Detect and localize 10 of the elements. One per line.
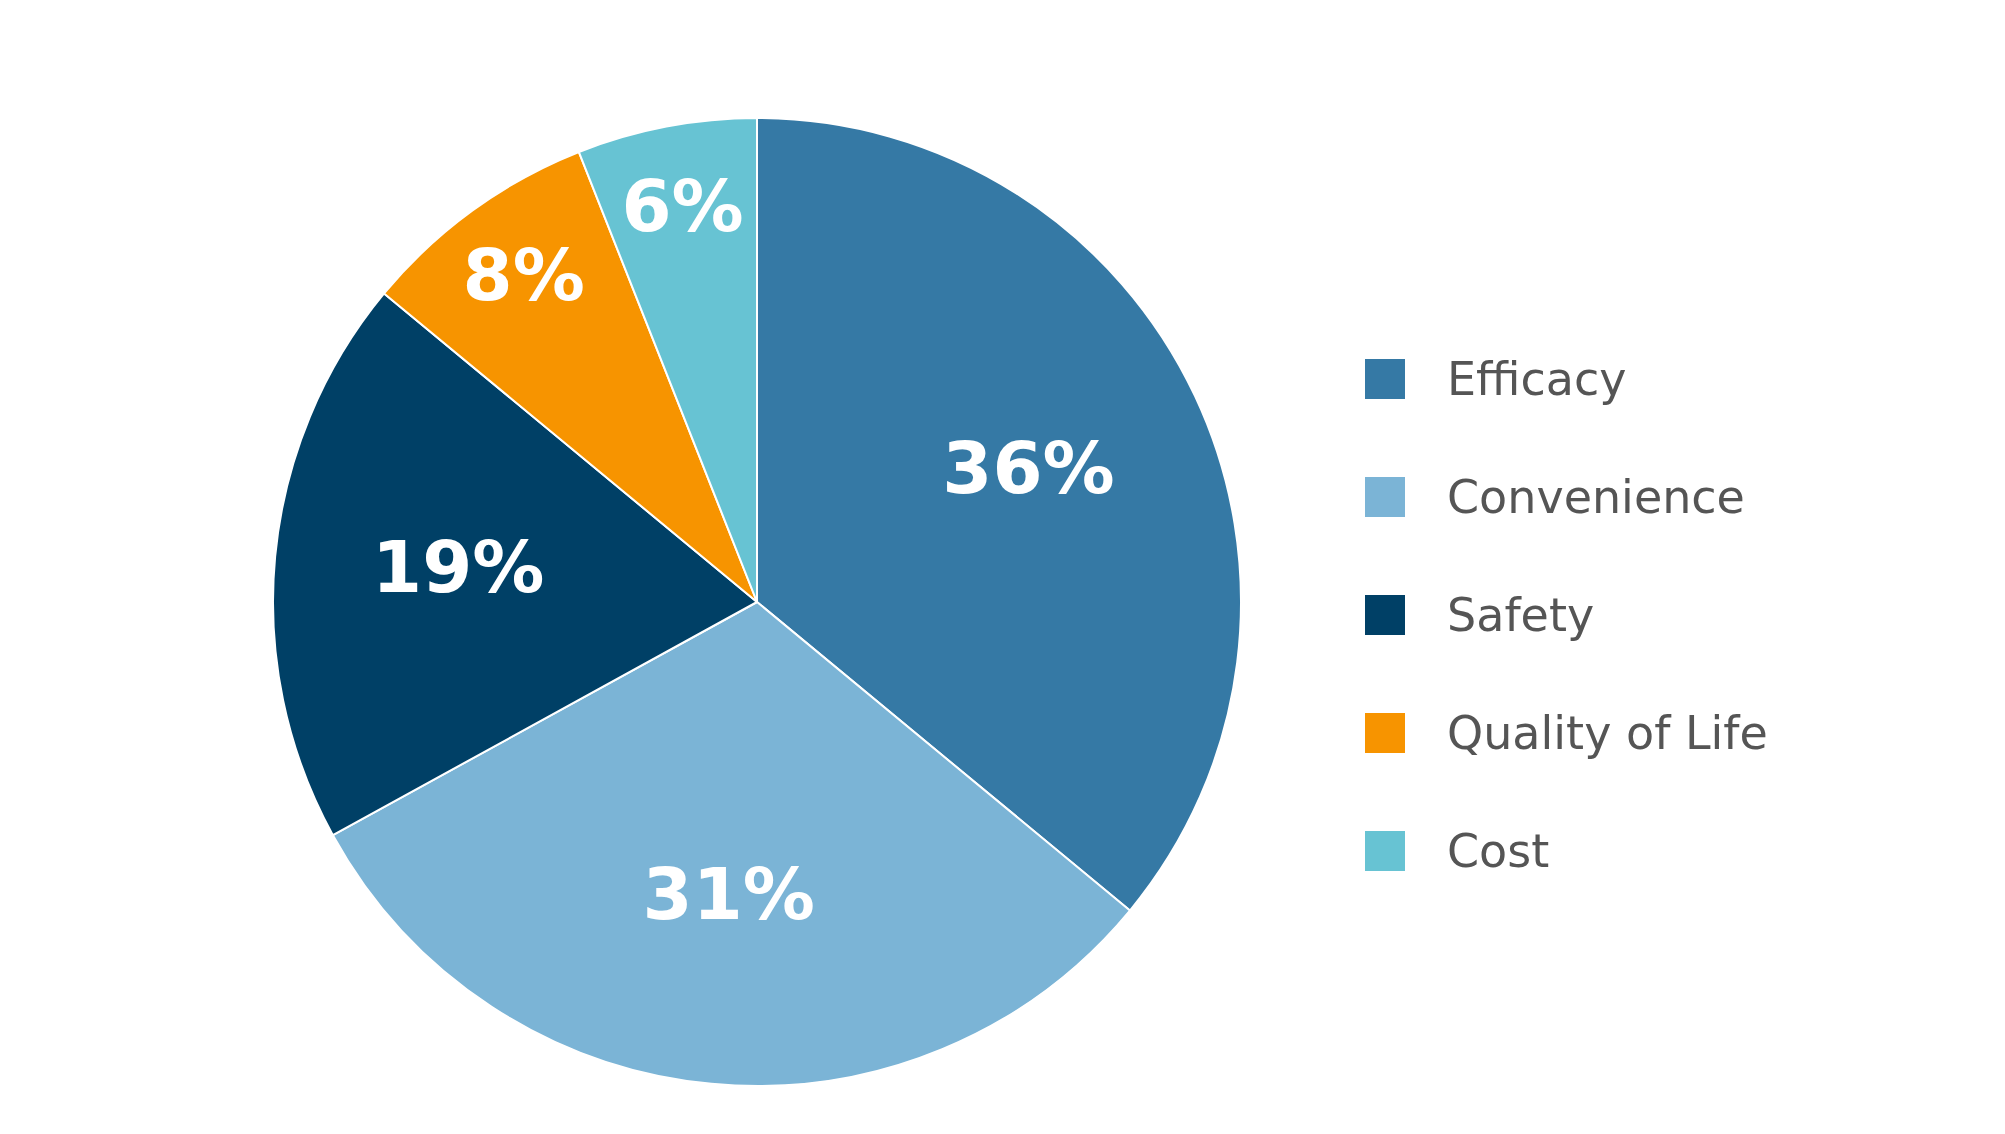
legend-label: Efficacy <box>1447 352 1627 406</box>
legend-label: Quality of Life <box>1447 706 1768 760</box>
data-label: 19% <box>372 525 545 610</box>
legend-label: Safety <box>1447 588 1595 642</box>
data-label: 8% <box>462 232 585 317</box>
data-label: 6% <box>621 163 744 248</box>
legend-label: Cost <box>1447 824 1550 878</box>
data-label: 36% <box>942 425 1115 510</box>
data-label: 31% <box>642 852 815 937</box>
legend-label: Convenience <box>1447 470 1745 524</box>
